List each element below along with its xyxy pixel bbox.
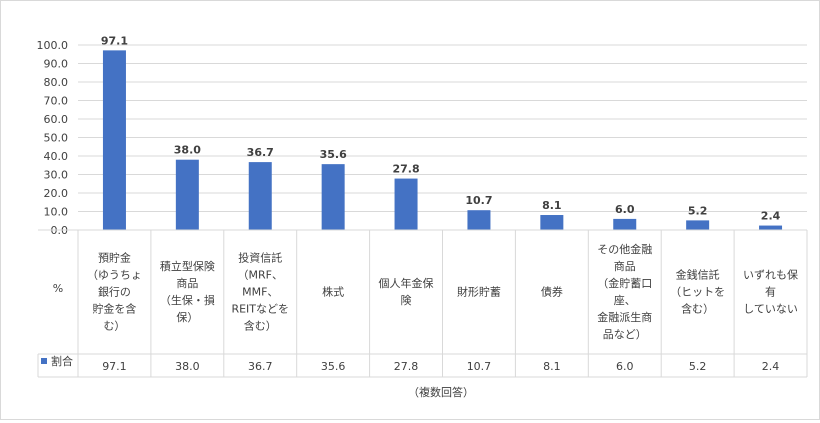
- category-label: 積立型保険商品（生保・損保）: [160, 259, 215, 324]
- y-tick-label: 30.0: [44, 169, 69, 182]
- category-label: 個人年金保険: [379, 276, 434, 307]
- legend-key: [41, 358, 47, 364]
- category-label: その他金融商品（金貯蓄口座、金融派生商品など）: [597, 242, 652, 341]
- unit-label: %: [53, 282, 63, 295]
- bar: [102, 50, 126, 230]
- category-label: 投資信託（MRF、 MMF、 REITなどを含む）: [231, 251, 289, 333]
- data-table: % 割合 預貯金（ゆうちょ銀行の貯金を含む） 97.1 積立型保険商品（生保・損保）…: [37, 229, 808, 378]
- table-value: 2.4: [762, 360, 780, 373]
- bar: [613, 218, 637, 230]
- data-label: 38.0: [174, 144, 201, 157]
- table-value: 8.1: [543, 360, 561, 373]
- table-value: 35.6: [321, 360, 346, 373]
- footnote: （複数回答）: [408, 385, 474, 399]
- data-label: 6.0: [615, 203, 635, 216]
- y-tick-label: 40.0: [44, 150, 69, 163]
- table-value: 38.0: [175, 360, 200, 373]
- y-tick-label: 10.0: [44, 206, 69, 219]
- data-label: 35.6: [320, 148, 347, 161]
- y-tick-label: 100.0: [37, 39, 69, 52]
- table-value: 5.2: [689, 360, 707, 373]
- table-value: 10.7: [467, 360, 492, 373]
- data-label: 27.8: [392, 163, 419, 176]
- bar: [175, 159, 199, 230]
- y-tick-label: 90.0: [44, 58, 69, 71]
- y-tick-label: 70.0: [44, 95, 69, 108]
- data-label: 97.1: [101, 34, 128, 47]
- data-label: 8.1: [542, 199, 562, 212]
- category-label: 金銭信託（ヒットを含む）: [670, 268, 725, 316]
- y-tick-label: 20.0: [44, 187, 69, 200]
- table-value: 27.8: [394, 360, 419, 373]
- data-label: 2.4: [761, 210, 781, 223]
- table-value: 97.1: [102, 360, 127, 373]
- data-label: 10.7: [465, 194, 492, 207]
- table-value: 36.7: [248, 360, 273, 373]
- series-name: 割合: [51, 354, 73, 368]
- y-tick-label: 80.0: [44, 76, 69, 89]
- table-value: 6.0: [616, 360, 634, 373]
- bar: [248, 162, 272, 230]
- category-label: いずれも保有していない: [743, 268, 798, 316]
- y-tick-label: 60.0: [44, 113, 69, 126]
- category-label: 債券: [541, 285, 563, 299]
- bar: [321, 164, 345, 230]
- category-label: 財形貯蓄: [457, 285, 501, 299]
- bars: 97.1 38.0 36.7 35.6 27.8 10.7 8.1 6.0 5.2 2.4: [101, 34, 783, 230]
- data-label: 5.2: [688, 204, 708, 217]
- bar: [467, 210, 491, 230]
- data-label: 36.7: [247, 146, 274, 159]
- bar: [759, 225, 783, 230]
- bar: [540, 215, 564, 230]
- gridlines: [78, 44, 807, 231]
- category-label: 預貯金（ゆうちょ銀行の貯金を含む）: [87, 251, 142, 333]
- bar: [394, 178, 418, 230]
- category-label: 株式: [322, 285, 344, 299]
- y-tick-label: 50.0: [44, 132, 69, 145]
- bar: [686, 220, 710, 230]
- y-axis: 0.010.020.030.040.050.060.070.080.090.01…: [37, 39, 69, 237]
